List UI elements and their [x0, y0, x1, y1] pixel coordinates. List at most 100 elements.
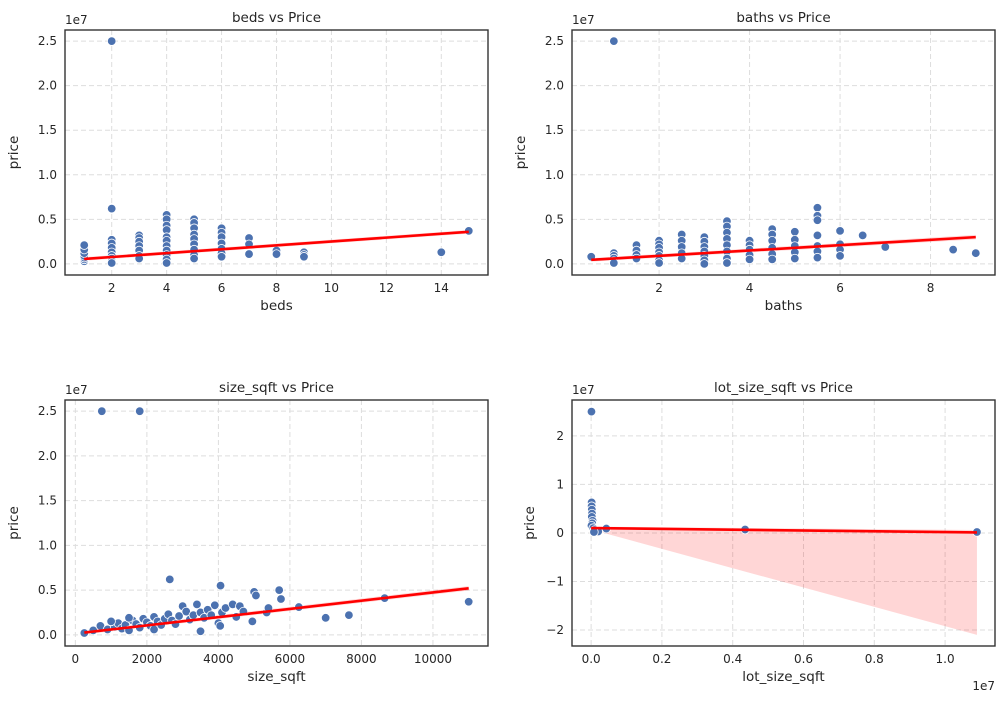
y-tick-label: 0.0: [38, 257, 57, 271]
data-point: [79, 240, 89, 250]
y-tick-label: 0.5: [38, 212, 57, 226]
y-tick-label: 0.5: [38, 583, 57, 597]
data-point: [835, 226, 845, 236]
data-point: [124, 613, 134, 623]
data-point: [97, 406, 107, 416]
x-tick-label: 2000: [132, 652, 163, 666]
data-point: [790, 253, 800, 264]
data-point: [276, 594, 286, 604]
subplot-title: baths vs Price: [736, 10, 830, 26]
y-axis-label: price: [6, 506, 22, 540]
data-point: [699, 259, 710, 269]
data-point: [857, 230, 868, 241]
y-tick-label: 2.5: [38, 34, 57, 48]
data-point: [251, 590, 261, 601]
data-point: [149, 624, 159, 635]
data-point: [215, 621, 225, 631]
data-point: [215, 580, 226, 591]
regression-line: [591, 526, 977, 534]
y-offset-text: 1e7: [65, 13, 88, 27]
y-tick-label: −1: [546, 574, 564, 588]
y-tick-label: 2.0: [545, 79, 564, 93]
x-tick-label: 10000: [414, 652, 452, 666]
x-tick-label: 6000: [275, 652, 306, 666]
subplot-4: 0.0 0.2 0.4 0.6 0.8 1.0 −2 −1 0 1 2 lot_size_sqft v…: [522, 380, 996, 693]
x-axis-label: beds: [260, 298, 292, 314]
x-tick-label: 0.4: [723, 652, 742, 666]
y-tick-label: 1.5: [38, 494, 57, 508]
x-tick-label: 0.0: [582, 652, 601, 666]
data-point: [161, 258, 172, 268]
y-tick-label: 2.0: [38, 79, 57, 93]
data-point: [174, 611, 184, 621]
y-tick-label: 1.5: [545, 123, 564, 137]
y-tick-label: −2: [546, 623, 564, 637]
y-tick-label: 0.0: [38, 628, 57, 642]
data-point: [654, 258, 664, 268]
data-point: [790, 227, 800, 237]
data-point: [165, 574, 175, 585]
x-tick-label: 6: [218, 281, 226, 295]
data-point: [812, 230, 823, 241]
subplot-1: 2 4 6 8 10 12 14 0.0 0.5 1.0 1.5 2.0 2.5 beds vs Pric…: [6, 10, 489, 314]
data-point: [195, 626, 206, 636]
data-point: [971, 248, 981, 258]
data-point: [463, 597, 474, 607]
data-point: [106, 36, 117, 46]
y-tick-label: 2.5: [545, 34, 564, 48]
regression-line: [591, 235, 976, 262]
data-point: [436, 247, 447, 257]
y-offset-text: 1e7: [572, 13, 595, 27]
y-tick-label: 1: [556, 477, 564, 491]
x-tick-label: 10: [324, 281, 339, 295]
x-tick-label: 4: [163, 281, 171, 295]
y-offset-text: 1e7: [572, 383, 595, 397]
y-tick-label: 1.0: [545, 168, 564, 182]
y-tick-label: 1.0: [38, 168, 57, 182]
x-tick-label: 2: [108, 281, 116, 295]
data-point: [216, 252, 227, 262]
y-offset-text: 1e7: [65, 383, 88, 397]
data-point: [106, 258, 117, 268]
confidence-band: [591, 526, 977, 635]
subplot-2: 2 4 6 8 0.0 0.5 1.0 1.5 2.0 2.5 baths vs Price bath…: [513, 10, 996, 314]
subplot-3: 0 2000 4000 6000 8000 10000 0.0 0.5 1.0 1.5 2.0 2.5…: [6, 380, 489, 685]
x-tick-label: 2: [655, 281, 663, 295]
y-axis-label: price: [513, 136, 529, 170]
y-axis-label: price: [6, 136, 22, 170]
data-point: [135, 406, 145, 416]
x-axis-label: size_sqft: [247, 669, 305, 685]
data-point: [767, 254, 777, 265]
data-point: [812, 203, 823, 213]
x-tick-label: 0.8: [865, 652, 884, 666]
x-tick-label: 1.0: [936, 652, 955, 666]
data-point: [609, 36, 619, 46]
data-point: [271, 249, 282, 259]
data-point: [586, 406, 597, 417]
y-tick-label: 0: [556, 526, 564, 540]
x-tick-label: 8000: [346, 652, 377, 666]
data-point: [189, 253, 199, 264]
data-point: [320, 613, 331, 623]
y-tick-label: 1.5: [38, 123, 57, 137]
data-point: [835, 251, 845, 261]
data-point: [299, 252, 309, 262]
x-offset-text: 1e7: [972, 679, 995, 693]
data-point: [210, 600, 220, 610]
data-point: [244, 249, 254, 259]
data-point: [722, 258, 732, 268]
data-point: [812, 215, 823, 225]
x-tick-label: 4: [746, 281, 754, 295]
subplot-title: beds vs Price: [232, 10, 321, 26]
x-tick-label: 4000: [203, 652, 234, 666]
regression-line: [84, 587, 469, 634]
x-tick-label: 0: [72, 652, 80, 666]
x-tick-label: 0.6: [794, 652, 813, 666]
data-point: [274, 585, 284, 595]
y-axis-label: price: [522, 506, 538, 540]
data-point: [744, 254, 755, 265]
subplot-title: lot_size_sqft vs Price: [714, 380, 853, 396]
data-point: [192, 599, 202, 610]
x-axis-label: baths: [765, 298, 803, 314]
